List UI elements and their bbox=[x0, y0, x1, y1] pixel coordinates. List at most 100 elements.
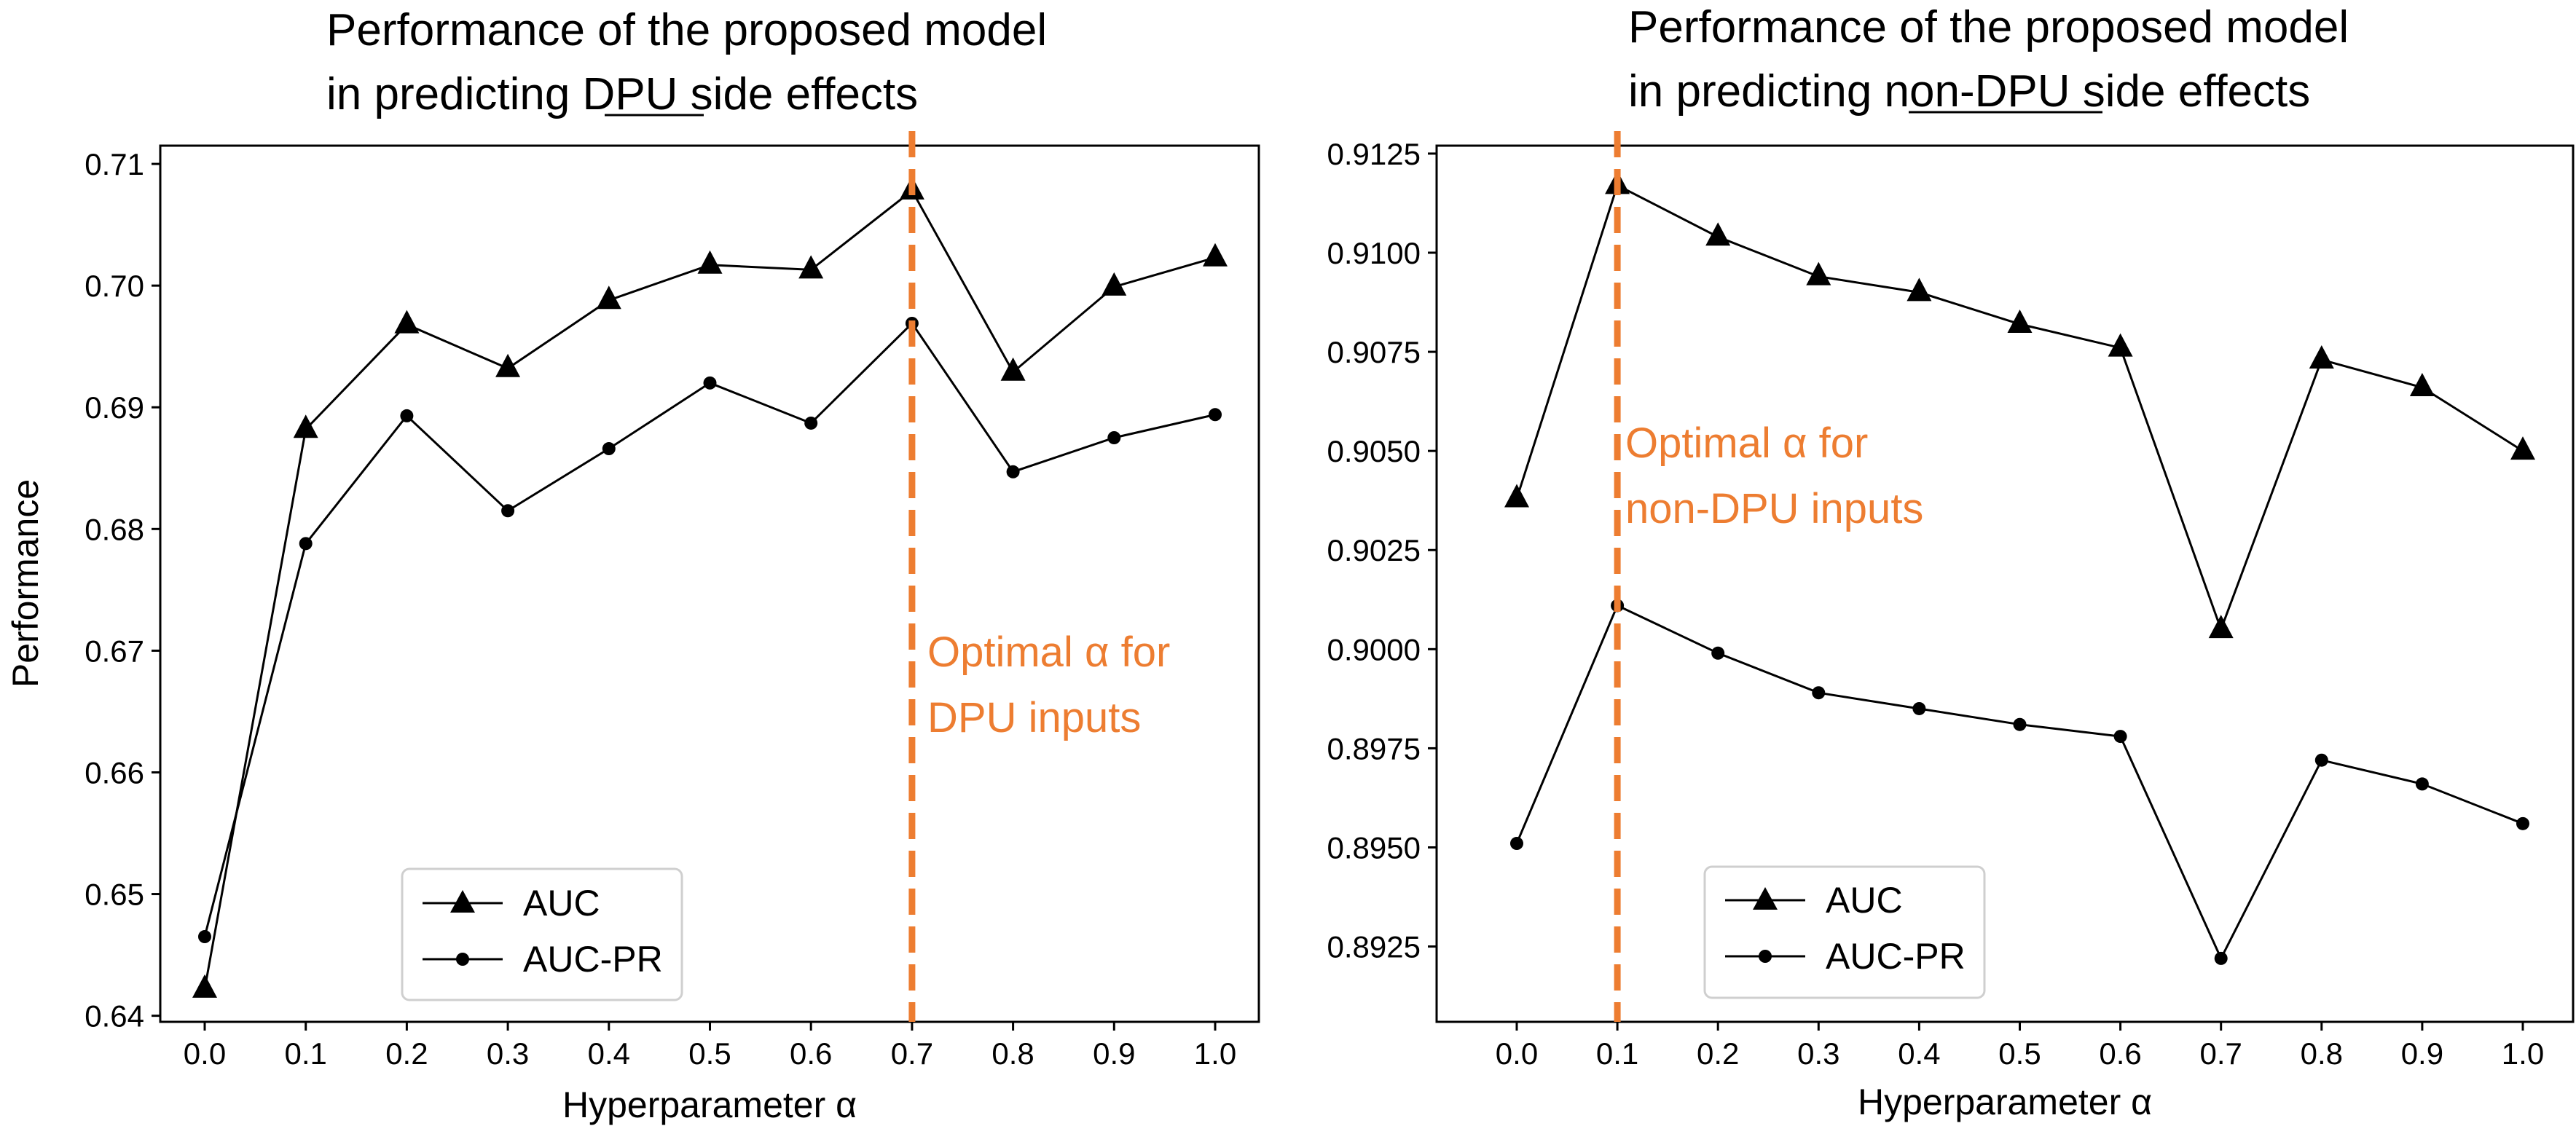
left-x-tick-label: 0.3 bbox=[487, 1036, 529, 1071]
left-auc-point bbox=[1102, 272, 1127, 296]
right-y-tick-label: 0.9125 bbox=[1327, 137, 1421, 171]
left-y-ticks: 0.64 0.65 0.66 0.67 0.68 0.69 0.70 0.71 bbox=[85, 147, 160, 1033]
right-auc-point bbox=[2208, 615, 2234, 639]
chart-right: Performance of the proposed model in pre… bbox=[1327, 2, 2575, 1122]
right-y-ticks: 0.8925 0.8950 0.8975 0.9000 0.9025 0.9050 0.90… bbox=[1327, 137, 1437, 964]
right-y-tick-label: 0.9050 bbox=[1327, 434, 1421, 468]
left-legend-box bbox=[401, 867, 683, 1001]
left-y-tick-label: 0.69 bbox=[85, 390, 144, 425]
left-x-ticks: 0.0 0.1 0.2 0.3 0.4 0.5 0.6 0.7 0.8 0.9 1.0 bbox=[184, 1022, 1236, 1071]
left-aucpr-point bbox=[703, 376, 717, 390]
left-aucpr-point bbox=[400, 409, 414, 422]
left-y-tick-label: 0.65 bbox=[85, 878, 144, 912]
left-y-tick-label: 0.71 bbox=[85, 147, 144, 181]
left-auc-point bbox=[394, 310, 420, 334]
left-series bbox=[192, 176, 1228, 998]
right-x-tick-label: 1.0 bbox=[2502, 1036, 2544, 1071]
right-y-tick-label: 0.9025 bbox=[1327, 533, 1421, 567]
right-annotation-line2: non-DPU inputs bbox=[1625, 485, 1923, 532]
left-x-tick-label: 1.0 bbox=[1194, 1036, 1236, 1071]
right-title-line2: in predicting non-DPU side effects bbox=[1628, 66, 2310, 117]
right-x-tick-label: 0.6 bbox=[2099, 1036, 2141, 1071]
right-auc-point bbox=[2309, 344, 2334, 369]
right-legend-aucpr-marker bbox=[1759, 950, 1772, 963]
left-title-underlined: DPU bbox=[583, 69, 678, 119]
right-x-ticks: 0.0 0.1 0.2 0.3 0.4 0.5 0.6 0.7 0.8 0.9 1.0 bbox=[1496, 1022, 2544, 1071]
left-title-line2: in predicting DPU side effects bbox=[326, 69, 918, 119]
left-aucpr-point bbox=[1006, 465, 1020, 479]
left-x-tick-label: 0.9 bbox=[1093, 1036, 1135, 1071]
left-aucpr-point bbox=[198, 930, 211, 944]
left-x-tick-label: 0.6 bbox=[790, 1036, 832, 1071]
right-aucpr-point bbox=[2516, 816, 2529, 830]
right-annotation-line1: Optimal α for bbox=[1625, 420, 1868, 467]
right-aucpr-point bbox=[1510, 837, 1523, 851]
right-x-tick-label: 0.1 bbox=[1596, 1036, 1638, 1071]
right-x-tick-label: 0.9 bbox=[2401, 1036, 2443, 1071]
right-auc-point bbox=[2409, 373, 2435, 397]
right-auc-point bbox=[2510, 436, 2535, 460]
right-x-tick-label: 0.8 bbox=[2301, 1036, 2343, 1071]
right-aucpr-line bbox=[1515, 604, 2524, 961]
left-x-tick-label: 0.7 bbox=[891, 1036, 933, 1071]
left-aucpr-point bbox=[299, 537, 313, 551]
right-x-tick-label: 0.7 bbox=[2200, 1036, 2242, 1071]
left-annotation-line1: Optimal α for bbox=[927, 629, 1170, 676]
right-y-tick-label: 0.9100 bbox=[1327, 236, 1421, 270]
right-aucpr-point bbox=[1912, 701, 1926, 715]
right-axes-frame bbox=[1435, 144, 2575, 1023]
right-x-tick-label: 0.2 bbox=[1697, 1036, 1739, 1071]
right-legend: AUC AUC-PR bbox=[1703, 865, 1986, 999]
left-aucpr-point bbox=[602, 442, 616, 456]
right-auc-point bbox=[1806, 261, 1831, 286]
left-auc-point bbox=[596, 286, 621, 310]
right-auc-line bbox=[1515, 184, 2524, 633]
right-aucpr-point bbox=[2314, 753, 2328, 767]
right-legend-aucpr-label: AUC-PR bbox=[1826, 936, 1966, 977]
left-x-tick-label: 0.4 bbox=[588, 1036, 630, 1071]
right-x-tick-label: 0.0 bbox=[1496, 1036, 1538, 1071]
right-title-suffix: side effects bbox=[2070, 66, 2311, 117]
left-auc-point bbox=[697, 250, 723, 274]
left-aucpr-point bbox=[501, 504, 515, 518]
left-aucpr-point bbox=[1107, 431, 1121, 444]
left-x-axis-label: Hyperparameter α bbox=[562, 1084, 857, 1125]
left-auc-line bbox=[203, 189, 1216, 990]
right-y-tick-label: 0.9000 bbox=[1327, 632, 1421, 666]
left-x-tick-label: 0.0 bbox=[184, 1036, 226, 1071]
right-auc-point bbox=[1907, 277, 1932, 302]
right-auc-point bbox=[2007, 309, 2033, 333]
left-auc-point bbox=[192, 974, 217, 998]
right-title-line1: Performance of the proposed model bbox=[1628, 2, 2349, 52]
left-auc-point bbox=[798, 255, 824, 279]
right-y-tick-label: 0.9075 bbox=[1327, 335, 1421, 369]
left-legend-aucpr-marker bbox=[456, 953, 469, 966]
left-legend: AUC AUC-PR bbox=[401, 867, 683, 1001]
left-auc-point bbox=[1203, 243, 1228, 267]
left-x-tick-label: 0.5 bbox=[688, 1036, 731, 1071]
right-series bbox=[1504, 170, 2535, 965]
left-y-tick-label: 0.67 bbox=[85, 634, 144, 668]
left-title-suffix: side effects bbox=[678, 69, 918, 119]
left-annotation-line2: DPU inputs bbox=[927, 694, 1141, 741]
left-plot-area: 0.0 0.1 0.2 0.3 0.4 0.5 0.6 0.7 0.8 0.9 1.0 0.640.… bbox=[85, 131, 1260, 1071]
chart-left: Performance of the proposed model in pre… bbox=[5, 5, 1260, 1125]
left-y-tick-label: 0.66 bbox=[85, 755, 144, 790]
left-x-tick-label: 0.2 bbox=[385, 1036, 428, 1071]
right-auc-point bbox=[1705, 222, 1731, 246]
right-x-tick-label: 0.4 bbox=[1898, 1036, 1940, 1071]
left-title-prefix: in predicting bbox=[326, 69, 583, 119]
left-x-tick-label: 0.1 bbox=[285, 1036, 327, 1071]
left-auc-point bbox=[1000, 357, 1026, 381]
left-legend-auc-marker bbox=[450, 890, 475, 913]
right-x-tick-label: 0.5 bbox=[1998, 1036, 2041, 1071]
right-plot-area: 0.0 0.1 0.2 0.3 0.4 0.5 0.6 0.7 0.8 0.9 1.0 0.8925… bbox=[1327, 131, 2575, 1071]
left-y-tick-label: 0.64 bbox=[85, 999, 144, 1033]
left-y-tick-label: 0.68 bbox=[85, 512, 144, 546]
right-aucpr-point bbox=[2113, 730, 2127, 744]
right-legend-auc-marker bbox=[1753, 887, 1778, 910]
right-y-tick-label: 0.8950 bbox=[1327, 830, 1421, 865]
right-aucpr-point bbox=[2013, 717, 2027, 731]
left-aucpr-point bbox=[1209, 408, 1222, 422]
